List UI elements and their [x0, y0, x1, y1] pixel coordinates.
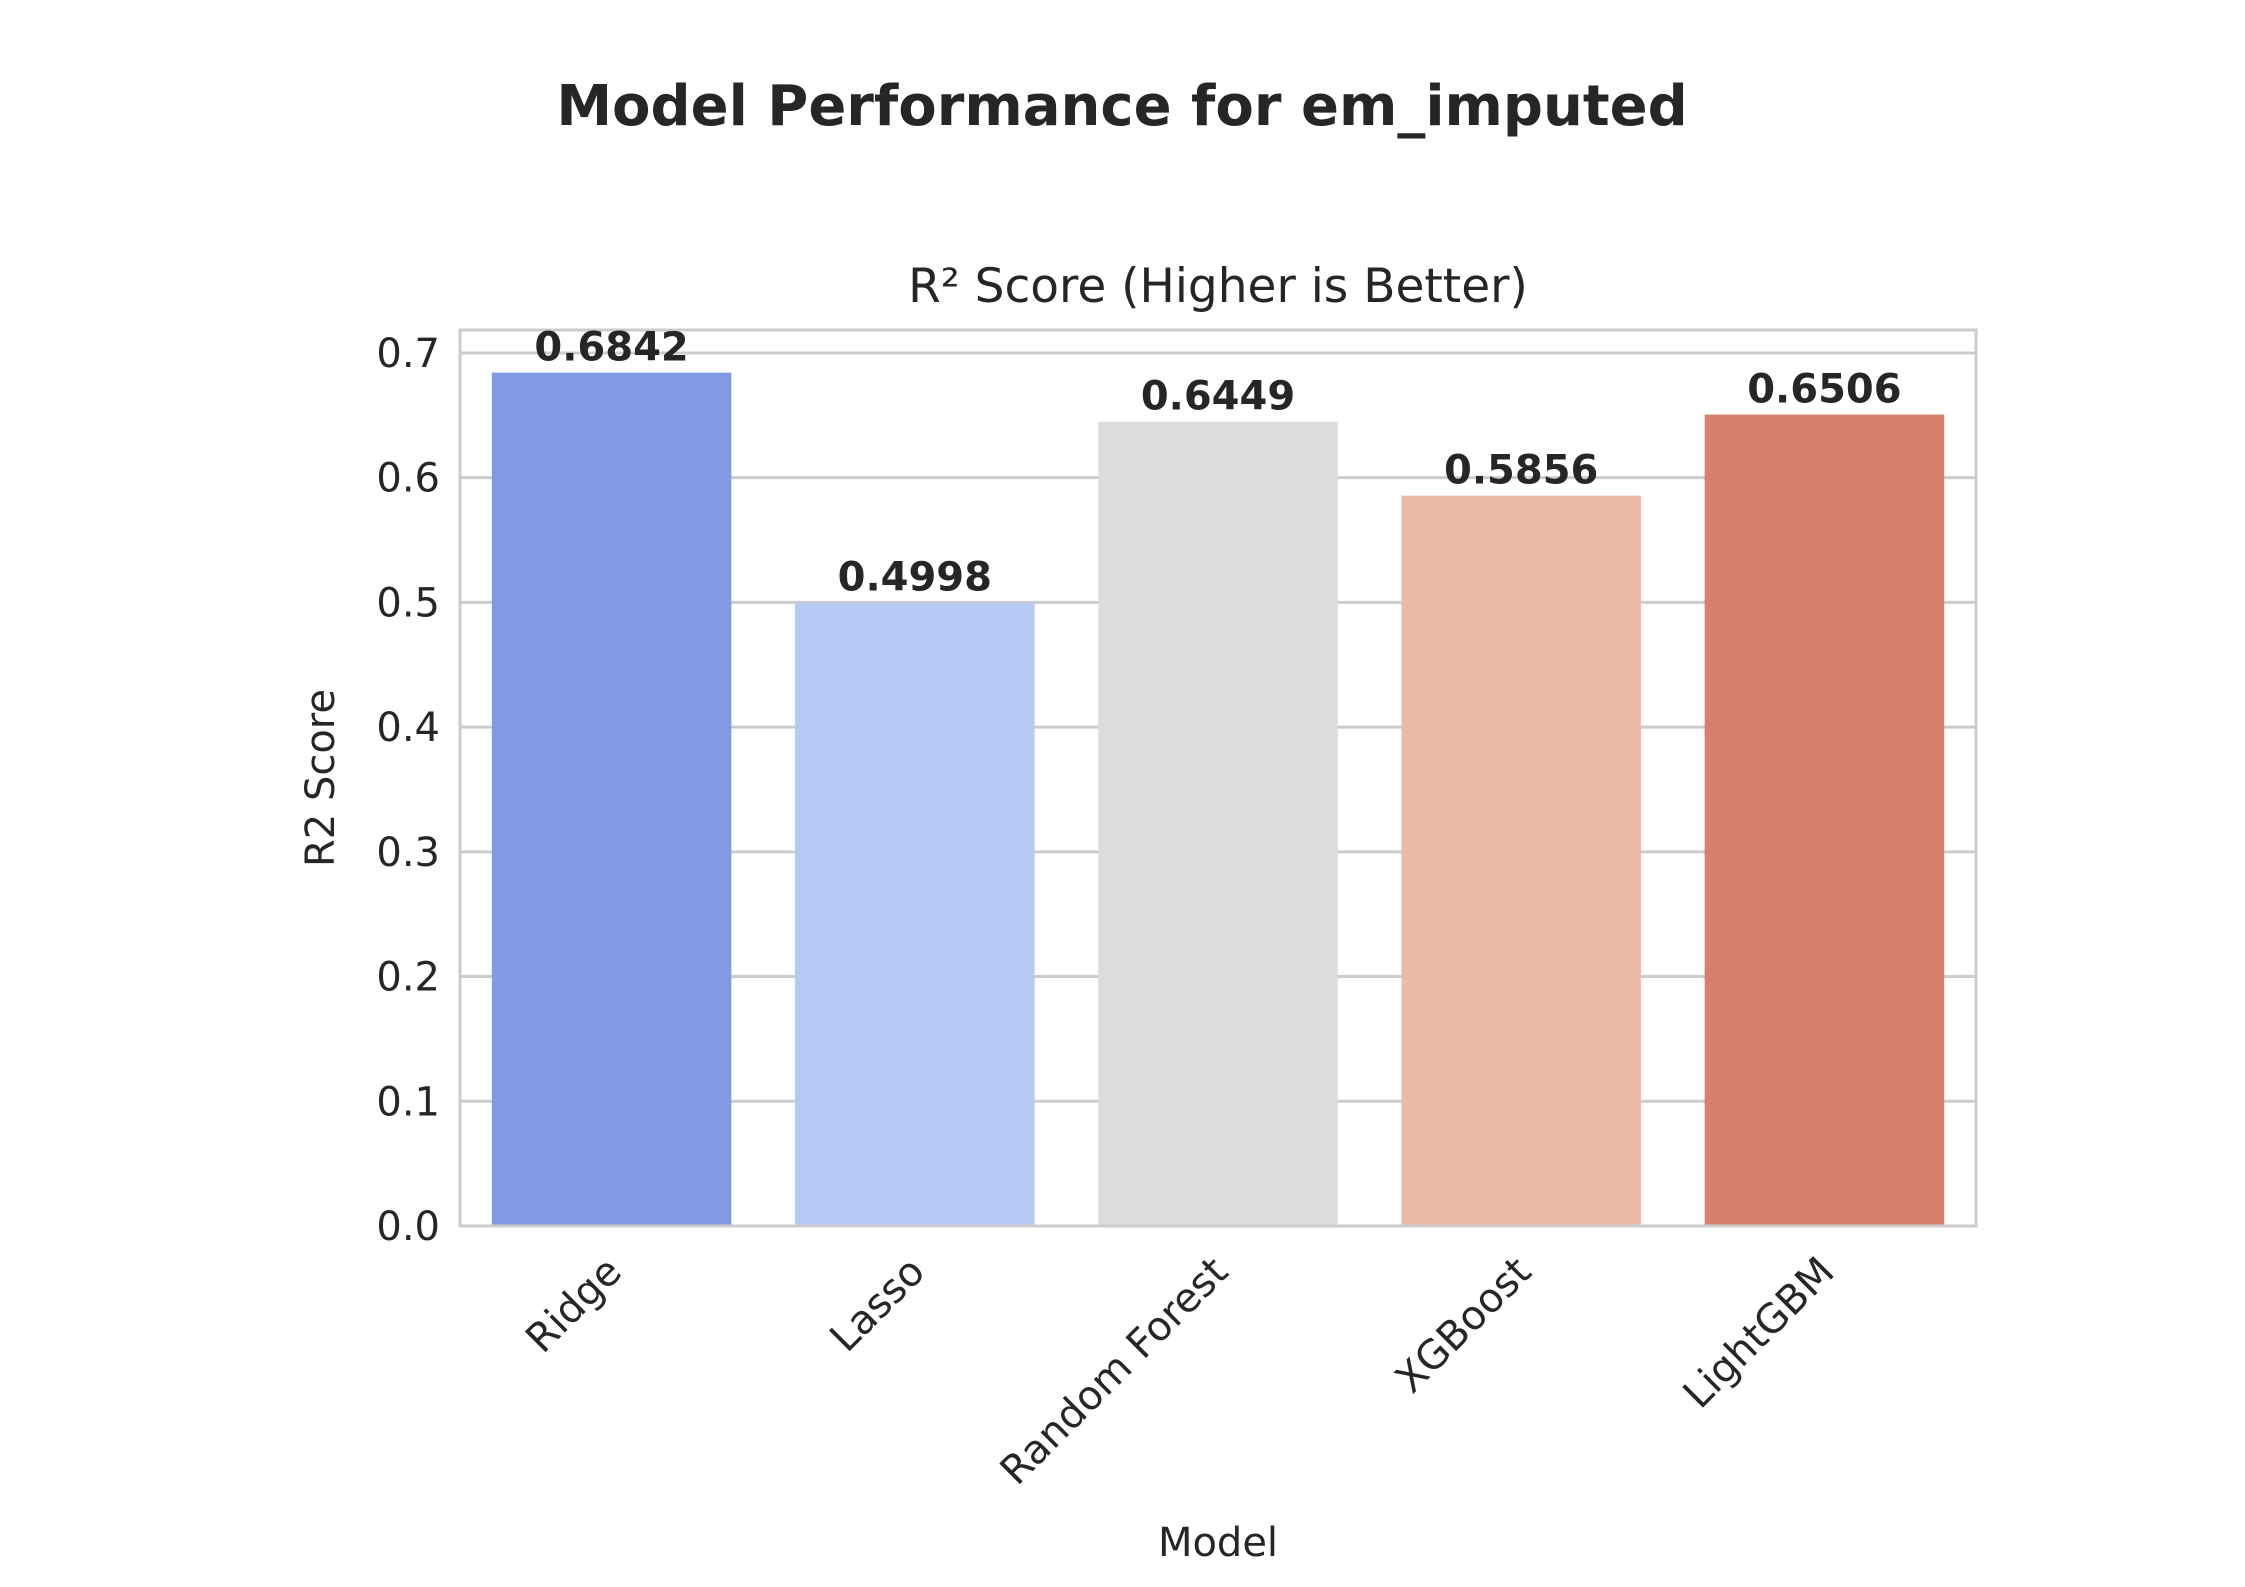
x-axis-label: Model: [1158, 1520, 1278, 1566]
chart-title: R² Score (Higher is Better): [908, 259, 1528, 314]
y-tick-label: 0.3: [376, 830, 440, 876]
y-tick-label: 0.6: [376, 456, 440, 502]
bar: [491, 372, 732, 1226]
y-tick-label: 0.5: [376, 580, 440, 626]
bar-value-label: 0.6842: [534, 325, 688, 371]
bar: [1401, 495, 1641, 1227]
x-tick-label: XGBoost: [1387, 1249, 1541, 1403]
bar: [1704, 414, 1945, 1226]
plot-frame: [458, 328, 1978, 1228]
y-tick-label: 0.2: [376, 955, 440, 1001]
y-tick-label: 0.4: [376, 705, 440, 751]
x-tick-label: Random Forest: [992, 1249, 1237, 1494]
x-tick-label: Lasso: [821, 1249, 933, 1361]
y-tick-label: 0.7: [376, 331, 440, 377]
bar: [795, 602, 1035, 1226]
y-tick-label: 0.0: [376, 1204, 440, 1250]
x-tick-label: Ridge: [517, 1249, 630, 1362]
bar-value-label: 0.6449: [1141, 374, 1295, 420]
y-axis-ticks: 0.0 0.1 0.2 0.3 0.4 0.5 0.6 0.7: [376, 331, 440, 1250]
bar-value-label: 0.4998: [838, 555, 992, 601]
x-axis-ticks: Ridge Lasso Random Forest XGBoost LightGBM: [517, 1249, 1843, 1494]
chart-suptitle: Model Performance for em_imputed: [556, 74, 1687, 139]
y-axis-label: R2 Score: [298, 689, 344, 867]
x-tick-label: LightGBM: [1675, 1249, 1844, 1418]
bar-value-label: 0.5856: [1444, 448, 1598, 494]
bars: [491, 372, 1945, 1227]
y-tick-label: 0.1: [376, 1079, 440, 1125]
bar-value-labels: 0.6842 0.4998 0.6449 0.5856 0.6506: [534, 325, 1901, 601]
bar-value-label: 0.6506: [1747, 367, 1901, 413]
bar: [1098, 421, 1338, 1226]
